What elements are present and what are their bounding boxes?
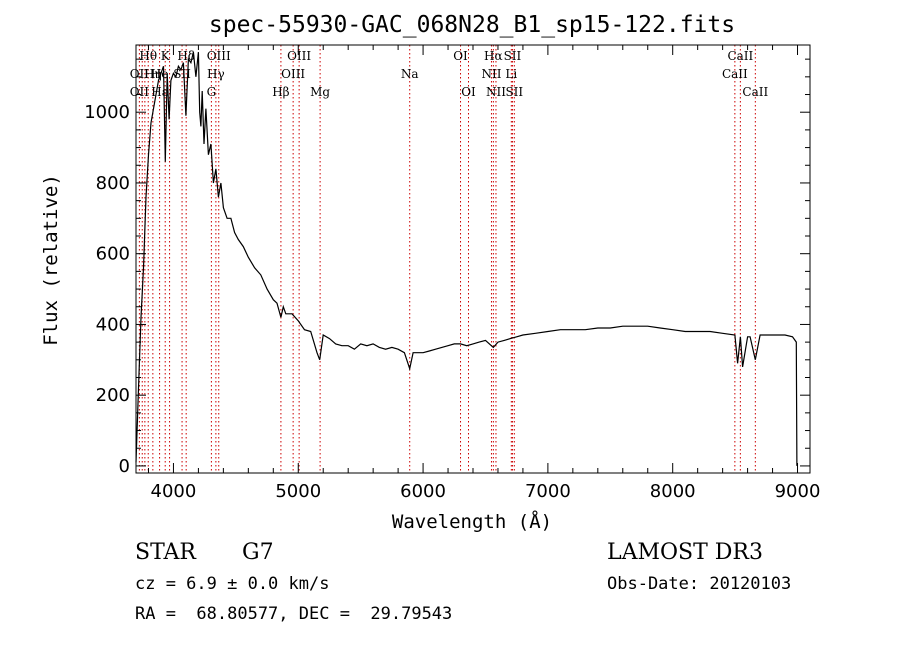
y-tick-label: 1000 — [84, 102, 130, 123]
line-label: OII — [130, 85, 150, 99]
line-label: OI — [461, 85, 476, 99]
y-tick-label: 400 — [96, 314, 130, 335]
observation-date: Obs-Date: 20120103 — [607, 574, 792, 594]
y-axis-ticks: 0 200 400 600 800 1000 — [84, 58, 810, 477]
y-tick-label: 800 — [96, 173, 130, 194]
line-label: Hα — [484, 49, 503, 63]
line-label: K — [161, 49, 171, 63]
line-label: Hγ — [207, 67, 225, 81]
x-axis-label: Wavelength (Å) — [392, 510, 552, 533]
emission-line-markers — [138, 45, 756, 473]
line-label: Hθ — [139, 49, 157, 63]
line-label: G — [207, 85, 217, 99]
line-label: OIII — [207, 49, 231, 63]
line-label: SII — [505, 85, 523, 99]
y-axis-label: Flux (relative) — [40, 174, 62, 346]
object-subclass: G7 — [242, 540, 274, 565]
survey-name: LAMOST DR3 — [607, 540, 763, 565]
line-label: CaII — [742, 85, 768, 99]
line-label: Li — [505, 67, 517, 81]
x-tick-label: 7000 — [525, 481, 571, 502]
line-label: CaII — [727, 49, 753, 63]
plot-axes — [135, 44, 811, 474]
line-label: Hη — [144, 67, 162, 81]
spectrum-line — [135, 51, 798, 466]
x-axis-ticks: 4000 5000 6000 7000 8000 9000 — [147, 45, 821, 502]
chart-title: spec-55930-GAC_068N28_B1_sp15-122.fits — [209, 12, 735, 38]
line-label: Hε — [151, 85, 168, 99]
line-label: CaII — [722, 67, 748, 81]
line-label: OII — [130, 67, 150, 81]
plot-frame — [135, 44, 811, 474]
x-tick-label: 8000 — [650, 481, 696, 502]
y-tick-label: 600 — [96, 244, 130, 265]
line-label: OIII — [281, 67, 305, 81]
y-tick-label: 200 — [96, 385, 130, 406]
line-label: SII — [504, 49, 522, 63]
object-type: STAR — [135, 540, 196, 565]
x-tick-label: 5000 — [275, 481, 321, 502]
line-label: Na — [401, 67, 419, 81]
x-tick-label: 4000 — [151, 481, 197, 502]
line-label: NII — [481, 67, 501, 81]
line-label: OI — [453, 49, 468, 63]
line-label: Mg — [310, 85, 330, 99]
x-tick-label: 6000 — [400, 481, 446, 502]
line-label: NII — [486, 85, 506, 99]
y-tick-label: 0 — [119, 456, 130, 477]
line-label: OIII — [287, 49, 311, 63]
line-label: Hβ — [272, 85, 289, 99]
redshift-velocity: cz = 6.9 ± 0.0 km/s — [135, 574, 330, 594]
x-tick-label: 9000 — [775, 481, 821, 502]
line-label: Hδ — [177, 49, 195, 63]
coordinates: RA = 68.80577, DEC = 29.79543 — [135, 604, 453, 624]
